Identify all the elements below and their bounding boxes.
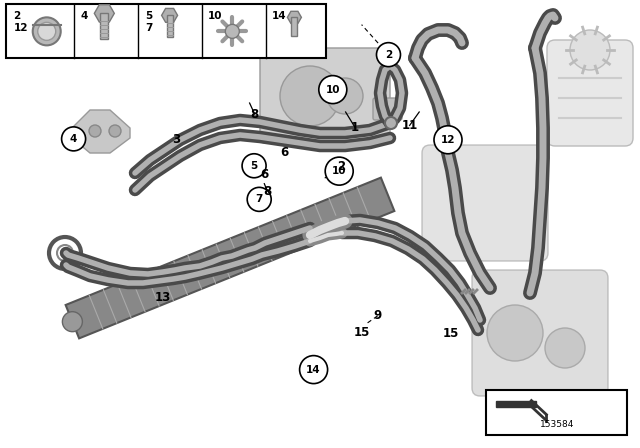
Polygon shape	[94, 4, 115, 22]
Bar	[166, 15, 173, 37]
Text: 153584: 153584	[540, 420, 574, 429]
Text: 4: 4	[70, 134, 77, 144]
Text: 2
12: 2 12	[13, 11, 28, 33]
Polygon shape	[287, 11, 301, 23]
Bar	[100, 13, 108, 39]
Circle shape	[57, 245, 73, 261]
Text: 12: 12	[441, 135, 455, 145]
Text: 11: 11	[401, 119, 418, 132]
Circle shape	[487, 305, 543, 361]
Circle shape	[38, 22, 56, 40]
Circle shape	[570, 30, 610, 70]
Circle shape	[62, 312, 83, 332]
Text: 15: 15	[443, 327, 460, 340]
FancyBboxPatch shape	[260, 48, 390, 143]
Text: 10: 10	[332, 166, 346, 176]
FancyBboxPatch shape	[422, 145, 548, 261]
Text: 9: 9	[374, 309, 381, 323]
Text: 5
7: 5 7	[145, 11, 152, 33]
Circle shape	[300, 356, 328, 383]
Text: 3: 3	[172, 133, 180, 146]
Polygon shape	[497, 401, 536, 407]
Polygon shape	[66, 177, 394, 338]
Text: 8: 8	[264, 185, 271, 198]
Text: 13: 13	[155, 291, 172, 305]
Text: 15: 15	[353, 326, 370, 339]
Circle shape	[434, 126, 462, 154]
Circle shape	[545, 328, 585, 368]
Circle shape	[385, 117, 397, 129]
FancyBboxPatch shape	[472, 270, 608, 396]
Circle shape	[109, 125, 121, 137]
Text: 14: 14	[307, 365, 321, 375]
Circle shape	[89, 125, 101, 137]
Text: 6: 6	[260, 168, 268, 181]
Circle shape	[319, 76, 347, 103]
Text: 2: 2	[337, 160, 345, 173]
Polygon shape	[72, 110, 130, 153]
Circle shape	[327, 78, 363, 114]
Circle shape	[376, 43, 401, 67]
Text: 8: 8	[251, 108, 259, 121]
Circle shape	[280, 66, 340, 126]
Text: 4: 4	[81, 11, 88, 21]
Circle shape	[33, 17, 61, 45]
Text: 2: 2	[385, 50, 392, 60]
Polygon shape	[162, 9, 178, 22]
Text: 10: 10	[326, 85, 340, 95]
Text: 10: 10	[207, 11, 222, 21]
Text: 1: 1	[351, 121, 359, 134]
Circle shape	[49, 237, 81, 269]
Text: 14: 14	[271, 11, 286, 21]
Text: 6: 6	[281, 146, 289, 159]
Text: 7: 7	[255, 194, 263, 204]
Circle shape	[225, 24, 239, 39]
Bar	[486, 390, 627, 435]
FancyBboxPatch shape	[547, 40, 633, 146]
Circle shape	[61, 127, 86, 151]
Circle shape	[247, 187, 271, 211]
Circle shape	[325, 157, 353, 185]
Circle shape	[242, 154, 266, 178]
Text: 5: 5	[250, 161, 258, 171]
FancyBboxPatch shape	[373, 98, 402, 120]
Bar	[6, 4, 326, 58]
Bar	[291, 17, 298, 36]
